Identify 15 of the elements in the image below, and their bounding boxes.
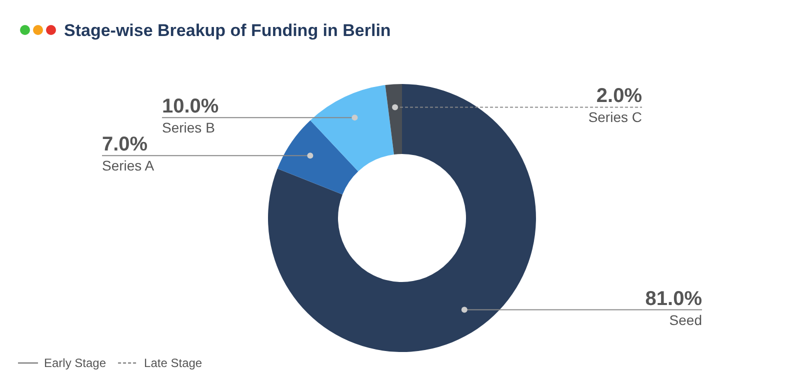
slice-label: Seed [669,312,702,328]
data-label: 10.0% [162,96,219,118]
text: Late Stage [144,356,202,370]
donut-slice [310,85,394,172]
data-label: 81.0% [645,288,702,310]
slice-label: Series C [588,109,642,126]
slice-label: Series B [162,120,215,136]
data-label: 2.0% [596,85,642,108]
slice-label: Series A [102,158,155,174]
data-label: 7.0% [102,134,148,156]
donut-slice [277,120,358,194]
donut-slice [385,84,402,155]
donut-slice [268,84,536,352]
chart-title: Stage-wise Breakup of Funding in Berlin [64,21,391,40]
text: Early Stage [44,356,106,370]
